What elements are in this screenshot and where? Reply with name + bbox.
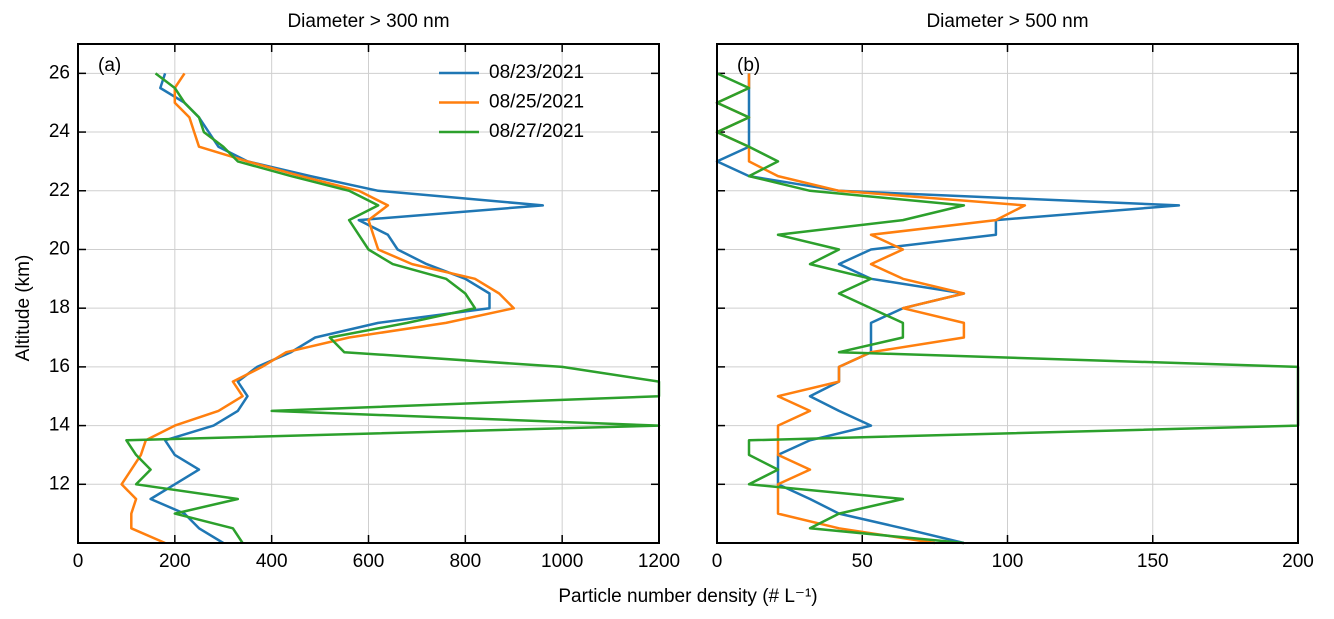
x-tick-label: 100 <box>992 551 1024 572</box>
data-line <box>715 72 1300 545</box>
y-tick-label: 22 <box>49 180 70 201</box>
panel-title: Diameter > 300 nm <box>287 11 449 32</box>
x-tick-label: 1000 <box>541 551 583 572</box>
data-line <box>120 72 516 545</box>
y-tick-label: 16 <box>49 356 70 377</box>
y-tick-label: 26 <box>49 62 70 83</box>
y-tick-label: 18 <box>49 297 70 318</box>
x-tick-label: 1200 <box>638 551 680 572</box>
data-line <box>125 72 661 544</box>
y-axis-label: Altitude (km) <box>13 255 34 362</box>
legend-label: 08/25/2021 <box>489 92 584 113</box>
panel-label: (b) <box>737 55 760 76</box>
x-axis-label: Particle number density (# L⁻¹) <box>558 586 817 607</box>
x-tick-label: 200 <box>159 551 191 572</box>
x-tick-label: 800 <box>449 551 481 572</box>
x-tick-label: 0 <box>73 551 84 572</box>
y-tick-label: 14 <box>49 415 71 436</box>
plot-frame <box>716 43 1299 544</box>
plot-frame <box>77 43 660 544</box>
panel-label: (a) <box>98 55 121 76</box>
legend-label: 08/23/2021 <box>489 62 584 83</box>
x-tick-label: 600 <box>353 551 385 572</box>
x-tick-label: 150 <box>1137 551 1169 572</box>
legend-label: 08/27/2021 <box>489 121 584 142</box>
panel-title: Diameter > 500 nm <box>926 11 1088 32</box>
x-tick-label: 400 <box>256 551 288 572</box>
y-tick-label: 20 <box>49 238 70 259</box>
y-tick-label: 24 <box>49 121 71 142</box>
y-tick-label: 12 <box>49 473 70 494</box>
data-line <box>715 73 1027 545</box>
x-tick-label: 0 <box>712 551 723 572</box>
x-tick-label: 200 <box>1282 551 1314 572</box>
x-tick-label: 50 <box>852 551 873 572</box>
